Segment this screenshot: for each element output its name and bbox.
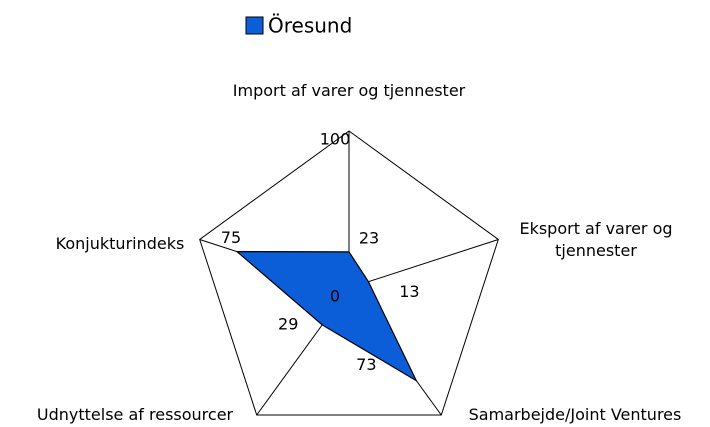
tick-label: 100 [320, 130, 351, 149]
spoke [348, 239, 499, 289]
data-label: 13 [399, 282, 419, 301]
category-label: Konjukturindeks [55, 234, 185, 253]
grid-outline [199, 130, 499, 416]
category-label: Eksport af varer og tjennester [519, 219, 673, 260]
series-area [235, 251, 418, 383]
legend-swatch [245, 16, 264, 35]
category-label: Samarbejde/Joint Ventures [468, 405, 682, 424]
data-label: 23 [359, 228, 379, 247]
category-label: Import af varer og tjennester [232, 81, 466, 100]
data-label: 29 [278, 314, 298, 333]
data-label: 75 [221, 228, 241, 247]
legend-label: Öresund [268, 14, 352, 38]
category-label: Udnyttelse af ressourcer [36, 405, 234, 424]
data-label: 73 [356, 355, 376, 374]
tick-label: 0 [330, 287, 340, 306]
